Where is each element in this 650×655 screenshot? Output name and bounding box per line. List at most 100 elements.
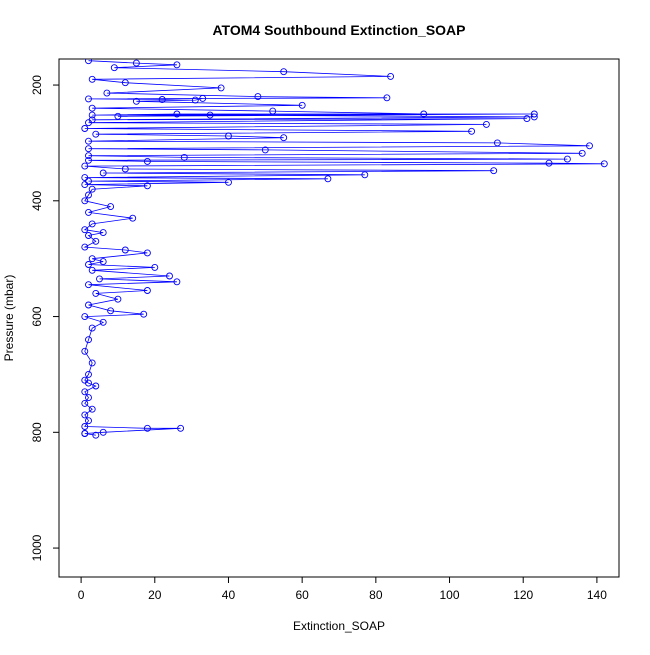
series-line — [83, 60, 605, 436]
data-point — [99, 428, 107, 436]
data-point — [298, 101, 306, 109]
data-point — [280, 134, 288, 142]
data-point — [158, 96, 166, 103]
x-tick-label: 100 — [440, 588, 460, 602]
data-point — [103, 89, 111, 97]
data-point — [85, 156, 92, 164]
x-tick-label: 120 — [513, 588, 533, 602]
data-point — [180, 153, 188, 161]
data-point — [81, 162, 89, 170]
data-point — [99, 229, 107, 237]
y-axis-label: Pressure (mbar) — [2, 275, 16, 362]
data-point — [140, 310, 148, 318]
data-point — [166, 272, 173, 280]
y-axis: 200 400 600 800 1000 — [30, 75, 59, 561]
x-axis-label: Extinction_SOAP — [293, 619, 385, 633]
data-point — [81, 181, 89, 189]
data-point — [88, 185, 96, 193]
data-point — [85, 301, 92, 309]
data-point — [81, 243, 89, 251]
data-point — [121, 79, 129, 87]
data-point — [107, 203, 115, 211]
data-point — [173, 110, 181, 118]
data-point — [99, 169, 107, 177]
data-point — [85, 261, 92, 268]
x-tick-label: 0 — [78, 588, 85, 602]
data-point — [110, 64, 118, 72]
data-point — [85, 137, 92, 145]
data-point — [92, 237, 100, 245]
data-point — [85, 394, 92, 402]
data-point — [88, 220, 96, 228]
data-point — [81, 430, 89, 437]
data-point — [85, 336, 92, 344]
data-point — [88, 359, 96, 367]
data-point — [114, 112, 122, 120]
data-point — [85, 191, 92, 199]
chart-title: ATOM4 Southbound Extinction_SOAP — [212, 22, 465, 38]
data-point — [96, 275, 103, 283]
data-point — [199, 94, 207, 102]
data-point — [114, 295, 122, 303]
data-point — [81, 411, 89, 419]
x-tick-label: 140 — [587, 588, 607, 602]
data-point — [523, 115, 531, 123]
data-point — [92, 431, 100, 439]
data-point — [191, 96, 199, 104]
data-point — [129, 214, 137, 222]
data-point — [88, 104, 96, 112]
data-point — [81, 347, 89, 355]
data-point — [143, 157, 151, 165]
data-point — [143, 182, 151, 190]
data-point — [85, 417, 92, 425]
x-axis: 0 20 40 60 80 100 120 140 — [78, 577, 607, 602]
data-point — [324, 175, 332, 183]
data-point — [85, 119, 92, 127]
data-point — [81, 399, 89, 407]
data-point — [586, 142, 593, 150]
data-point — [361, 171, 369, 179]
x-tick-label: 20 — [148, 588, 162, 602]
data-point — [387, 72, 395, 80]
data-point — [383, 94, 391, 102]
data-point — [81, 313, 89, 321]
data-point — [225, 178, 232, 186]
data-point — [85, 370, 92, 378]
data-point — [280, 68, 288, 76]
data-point — [225, 132, 232, 140]
data-point — [85, 145, 92, 153]
data-point — [99, 258, 107, 266]
data-point — [92, 382, 100, 390]
data-point — [132, 97, 140, 105]
data-point — [206, 111, 214, 119]
data-point — [143, 424, 151, 432]
data-point — [490, 167, 498, 175]
data-point — [420, 110, 428, 118]
data-point — [493, 139, 501, 147]
data-point — [92, 289, 100, 297]
data-point — [81, 226, 89, 234]
data-point — [530, 113, 538, 121]
data-point — [88, 255, 96, 263]
data-point — [88, 266, 96, 274]
y-tick-label: 600 — [30, 306, 44, 326]
data-point — [81, 125, 89, 132]
data-point — [578, 149, 586, 157]
data-point — [132, 59, 140, 67]
data-point — [85, 281, 92, 289]
data-point — [269, 107, 277, 115]
y-tick-label: 400 — [30, 190, 44, 210]
data-point — [254, 93, 262, 101]
data-point — [563, 155, 571, 163]
data-point — [261, 146, 269, 154]
data-point — [85, 152, 92, 160]
data-point — [88, 324, 96, 332]
data-point — [143, 287, 151, 294]
plot-frame — [58, 58, 620, 578]
data-point — [173, 278, 181, 286]
y-tick-label: 800 — [30, 422, 44, 442]
data-point — [92, 130, 100, 138]
data-point — [151, 263, 159, 271]
